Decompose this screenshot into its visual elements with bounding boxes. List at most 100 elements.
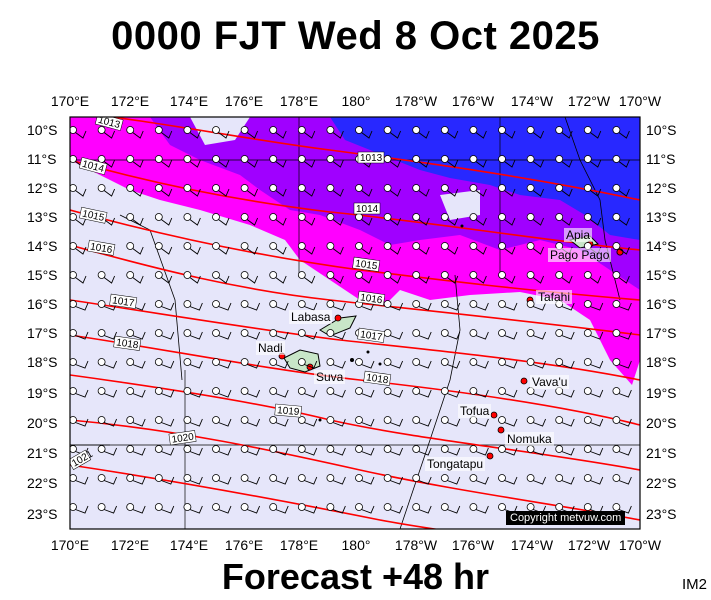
wind-barb xyxy=(189,476,203,485)
wind-barb xyxy=(189,360,203,369)
wind-barb xyxy=(447,217,459,226)
wind-barb xyxy=(447,360,461,369)
lat-label: 23°S xyxy=(27,506,58,522)
wind-barb-station xyxy=(154,503,163,511)
wind-barb-station xyxy=(383,503,392,511)
wind-barb-station xyxy=(555,416,564,424)
isobar-label: 1014 xyxy=(356,204,379,215)
wind-barb xyxy=(332,217,344,226)
wind-barb xyxy=(475,418,489,427)
wind-barb-station xyxy=(297,503,306,511)
wind-barb xyxy=(103,275,116,284)
wind-barb xyxy=(532,217,545,226)
wind-barb-station xyxy=(212,242,220,250)
lon-label: 178°W xyxy=(394,93,438,109)
wind-barb-station xyxy=(469,358,478,366)
lat-label: 12°S xyxy=(646,180,677,196)
wind-barb-station xyxy=(97,271,106,279)
wind-barb-station xyxy=(526,271,535,279)
wind-barb-station xyxy=(469,126,478,134)
wind-barb-station xyxy=(383,300,392,308)
wind-barb-station xyxy=(269,358,278,366)
wind-barb-station xyxy=(183,242,192,250)
lon-label: 174°E xyxy=(169,537,209,553)
wind-barb xyxy=(132,159,144,168)
lon-label: 172°W xyxy=(567,537,611,553)
wind-barb xyxy=(504,302,518,311)
wind-barb-station xyxy=(126,474,135,482)
wind-barb-station xyxy=(240,474,249,482)
wind-barb xyxy=(561,447,575,456)
wind-barb-station xyxy=(240,358,249,366)
wind-barb xyxy=(561,476,575,485)
place-label: Nadi xyxy=(256,341,285,355)
wind-barb-station xyxy=(612,503,621,511)
wind-barb-station xyxy=(583,503,592,511)
lon-label: 180° xyxy=(341,537,371,553)
wind-barb-station xyxy=(70,503,77,511)
wind-barb-station xyxy=(183,387,192,395)
wind-barb-station xyxy=(355,387,363,395)
wind-barb-station xyxy=(412,474,421,482)
wind-barb-station xyxy=(212,474,220,482)
wind-barb xyxy=(504,331,518,340)
wind-barb-station xyxy=(612,213,621,221)
wind-barb xyxy=(447,188,459,197)
wind-barb xyxy=(561,130,573,139)
wind-barb xyxy=(418,188,430,197)
wind-barb xyxy=(218,275,230,284)
wind-barb xyxy=(475,275,487,284)
wind-barb xyxy=(103,159,116,168)
wind-barb xyxy=(418,418,432,427)
place-label: Tongatapu xyxy=(425,457,486,471)
wind-barb-station xyxy=(326,387,335,395)
wind-barb xyxy=(189,188,201,197)
wind-barb-station xyxy=(498,445,506,453)
wind-barb xyxy=(618,130,630,139)
wind-barb xyxy=(103,505,118,514)
wind-barb xyxy=(590,360,604,369)
lat-label: 17°S xyxy=(27,325,58,341)
lon-label: 176°W xyxy=(451,537,495,553)
wind-barb-station xyxy=(97,474,106,482)
wind-barb xyxy=(275,447,289,456)
lat-label: 11°S xyxy=(27,151,57,167)
wind-barb-station xyxy=(526,445,535,453)
wind-barb-station xyxy=(555,155,564,163)
wind-barb-station xyxy=(183,213,192,221)
wind-barb xyxy=(246,246,259,255)
wind-barb-station xyxy=(412,213,421,221)
place-label: Vava'u xyxy=(530,375,570,389)
wind-barb-station xyxy=(440,271,449,279)
wind-barb-station xyxy=(240,503,249,511)
wind-barb xyxy=(332,447,346,456)
isobar-label: 1016 xyxy=(359,292,383,306)
wind-barb-station xyxy=(469,445,478,453)
wind-barb xyxy=(161,418,175,427)
wind-barb-station xyxy=(412,445,421,453)
map-frame xyxy=(69,116,641,530)
isobar-1018 xyxy=(70,334,640,426)
wind-barb xyxy=(132,331,146,340)
place-label: Tafahi xyxy=(536,290,573,304)
lat-label: 10°S xyxy=(646,122,677,138)
wind-barb xyxy=(275,159,287,168)
wind-barb-station xyxy=(154,416,163,424)
wind-barb xyxy=(561,188,573,197)
wind-barb-station xyxy=(326,126,335,134)
wind-barb-station xyxy=(583,387,592,395)
wind-barb xyxy=(332,302,346,311)
lat-label: 11°S xyxy=(646,151,676,167)
wind-barb-station xyxy=(154,474,163,482)
wind-barb xyxy=(189,418,203,427)
wind-barb-station xyxy=(498,213,506,221)
wind-barb xyxy=(275,275,287,284)
wind-barb-station xyxy=(383,126,392,134)
wind-barb xyxy=(218,302,232,311)
wind-barb-station xyxy=(612,300,621,308)
isobar-1014 xyxy=(70,159,640,251)
lat-label: 14°S xyxy=(27,238,58,254)
wind-barb-station xyxy=(412,242,421,250)
wind-barb xyxy=(361,130,373,139)
